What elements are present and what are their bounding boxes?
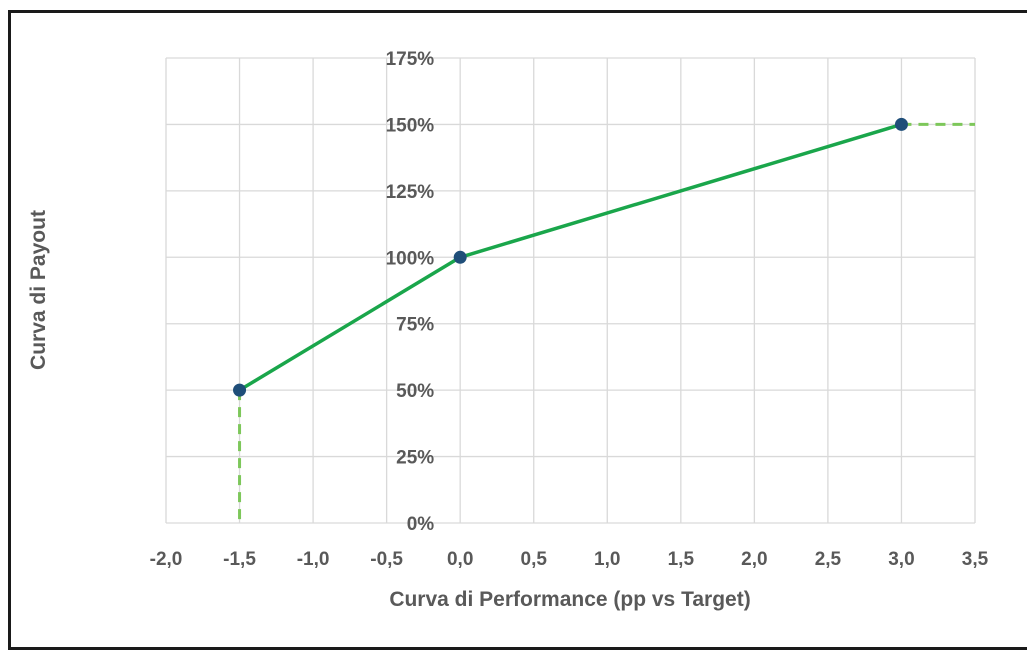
y-tick-label: 175% (386, 49, 435, 70)
x-tick-label: 1,0 (594, 549, 620, 570)
y-axis-title: Curva di Payout (27, 210, 50, 370)
x-tick-label: 3,0 (888, 549, 914, 570)
data-markers (233, 117, 908, 397)
data-point (453, 250, 467, 264)
x-axis-title: Curva di Performance (pp vs Target) (389, 588, 750, 611)
y-tick-label: 50% (396, 381, 434, 402)
x-tick-label: -2,0 (150, 549, 183, 570)
data-point (233, 383, 247, 397)
x-tick-label: -1,5 (223, 549, 256, 570)
y-tick-label: 25% (396, 448, 434, 469)
y-tick-label: 125% (386, 182, 435, 203)
y-tick-labels: 0% 25% 50% 75% 100% 125% 150% 175% (386, 49, 435, 535)
x-tick-label: 2,5 (815, 549, 842, 570)
y-tick-label: 150% (386, 115, 435, 136)
data-point (894, 117, 908, 131)
x-tick-label: 2,0 (741, 549, 767, 570)
x-tick-labels: -2,0 -1,5 -1,0 -0,5 0,0 0,5 1,0 1,5 2,0 2,5 3,0 3,5 (150, 549, 989, 570)
y-tick-label: 0% (407, 514, 435, 535)
x-tick-label: 0,0 (447, 549, 473, 570)
y-tick-label: 100% (386, 248, 435, 269)
x-tick-label: -0,5 (370, 549, 403, 570)
x-tick-label: 1,5 (668, 549, 695, 570)
x-tick-label: 3,5 (962, 549, 989, 570)
y-tick-label: 75% (396, 315, 434, 336)
chart-frame (8, 10, 1027, 650)
payout-curve-chart: 0% 25% 50% 75% 100% 125% 150% 175% -2,0 -1,5 -1,0… (27, 49, 989, 611)
x-tick-label: 0,5 (521, 549, 548, 570)
x-tick-label: -1,0 (297, 549, 330, 570)
grid-lines (165, 57, 976, 524)
